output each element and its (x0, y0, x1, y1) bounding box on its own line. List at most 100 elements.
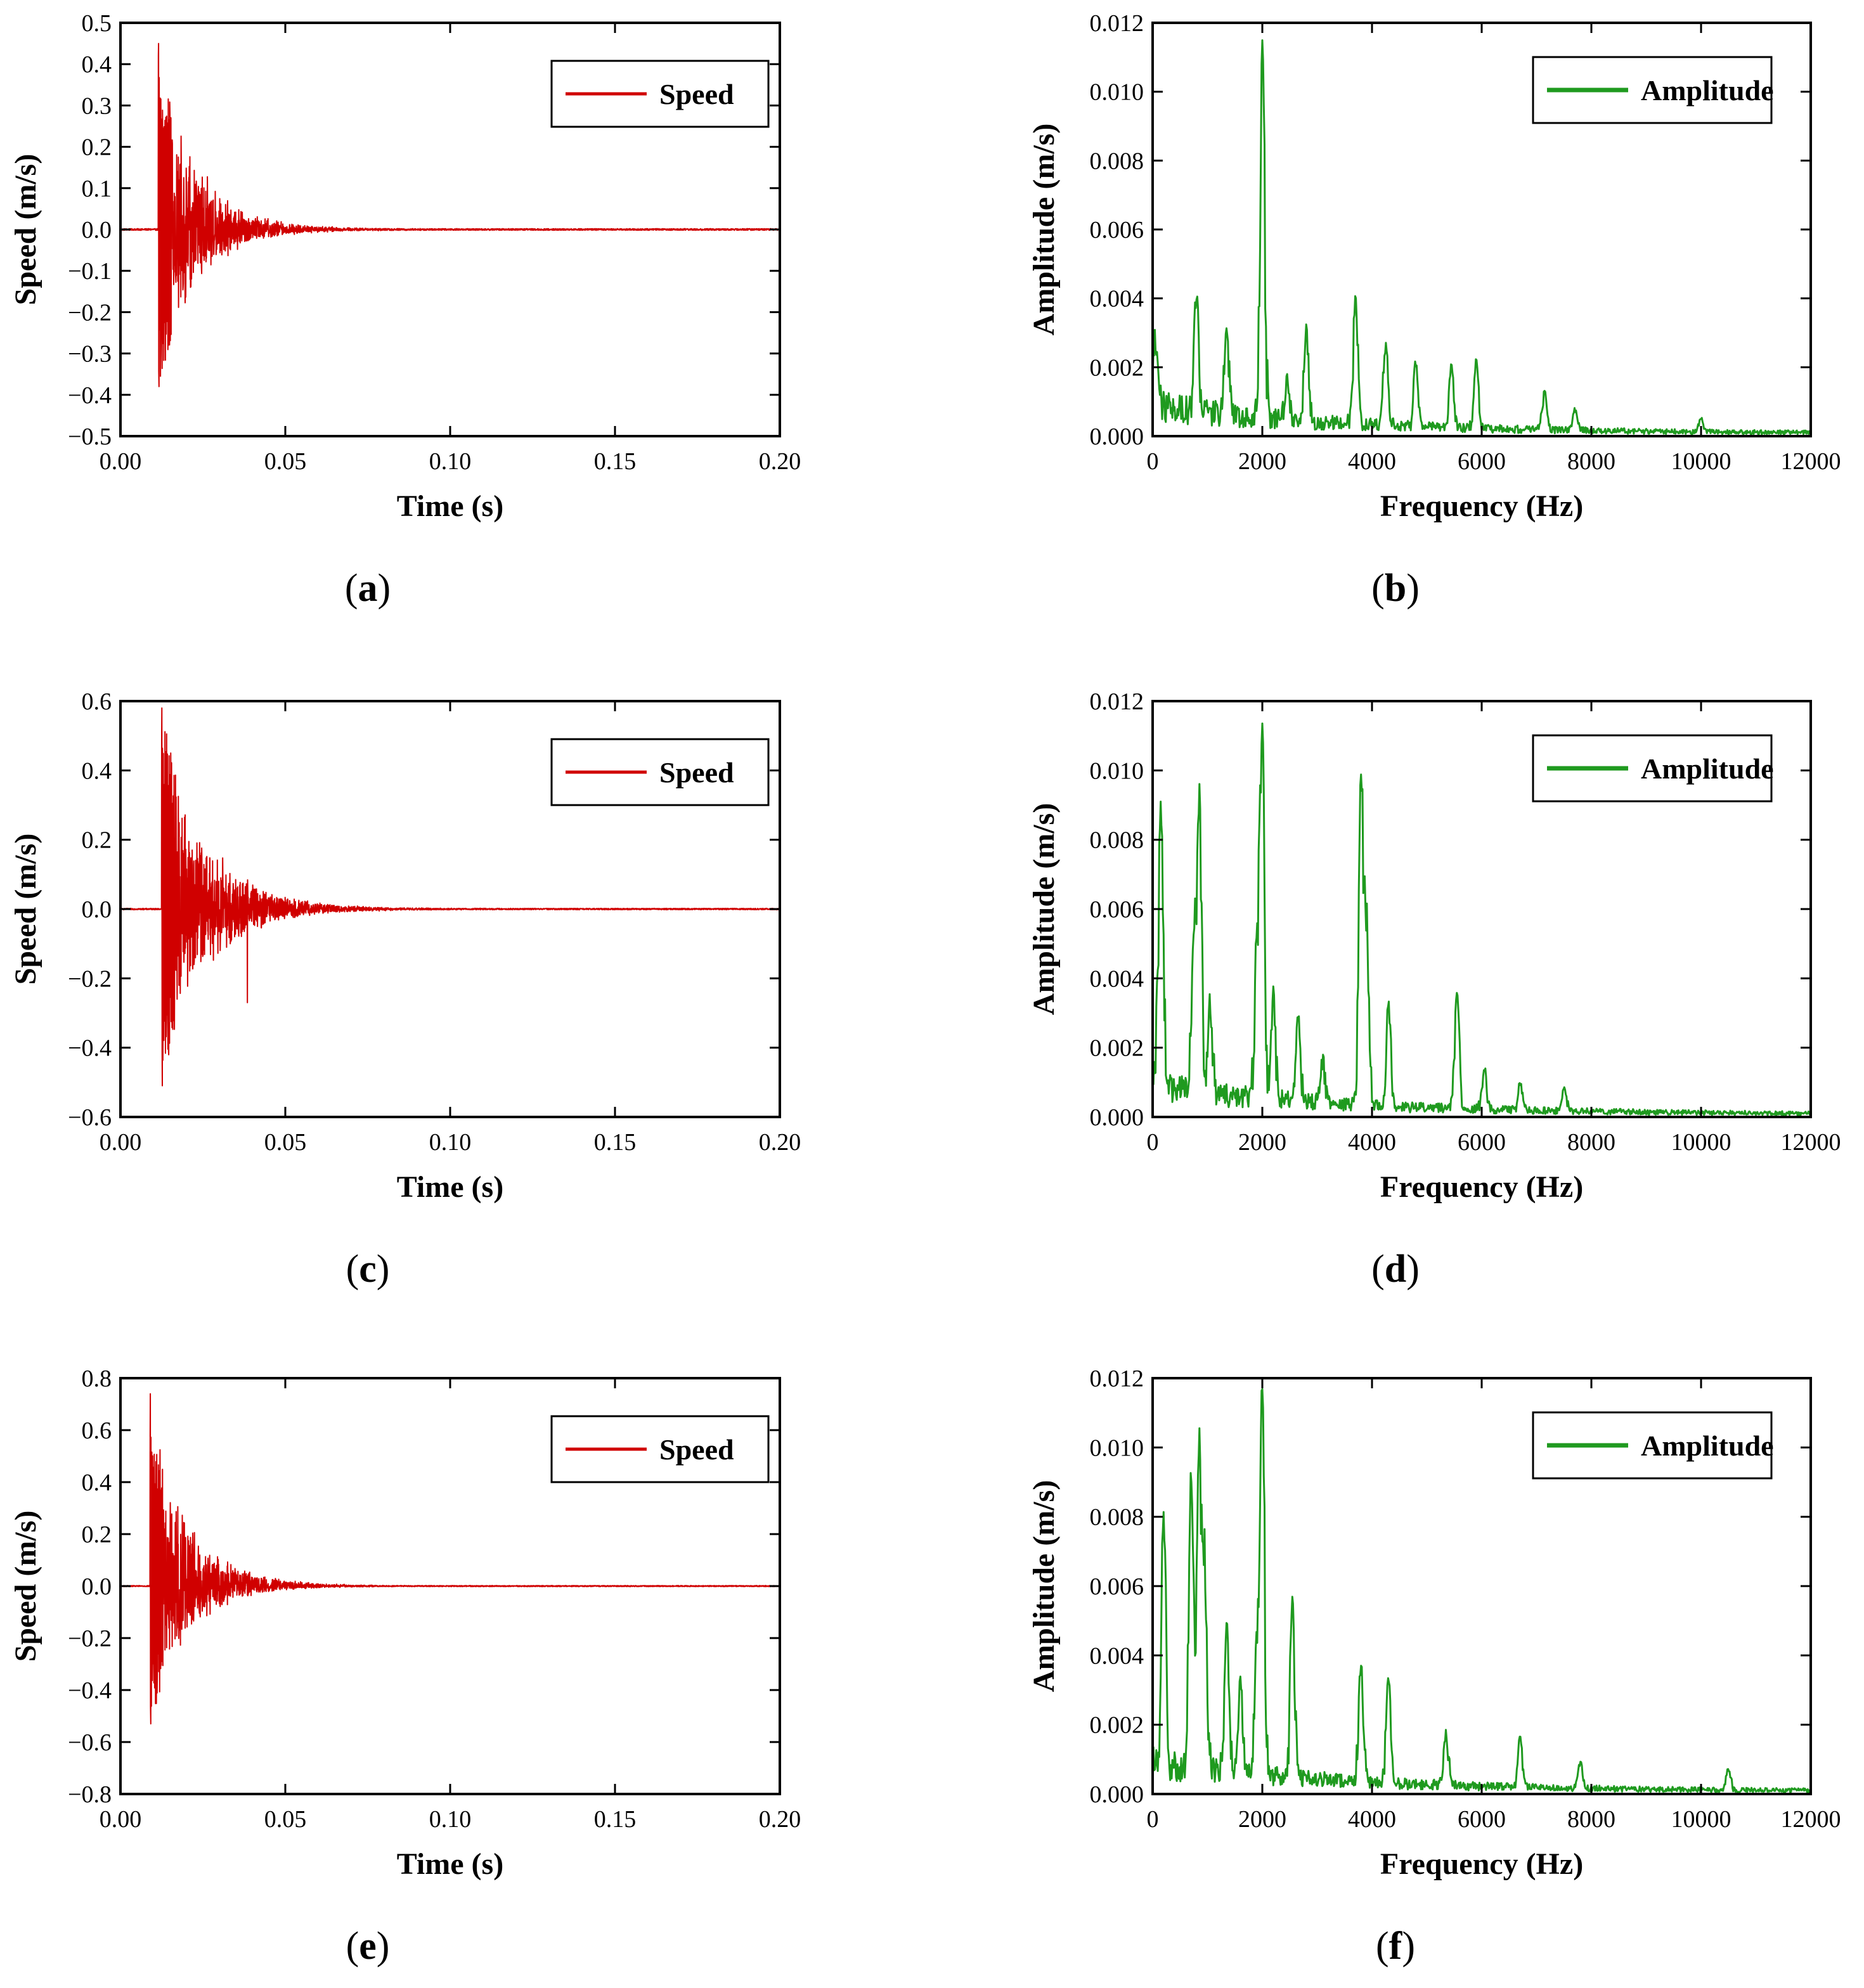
legend: Amplitude (1532, 1411, 1774, 1480)
y-tick-label: 0.6 (82, 688, 112, 715)
y-tick-label: −0.3 (68, 341, 112, 368)
x-axis-title: Time (s) (397, 1170, 503, 1204)
x-axis-title: Time (s) (397, 1847, 503, 1881)
chart-panel-b: 0 2000 4000 6000 8000 10000 12000 0.000 0.002 0.0… (1027, 10, 1841, 610)
legend: Amplitude (1532, 56, 1774, 124)
x-tick-label: 4000 (1348, 1806, 1396, 1833)
y-tick-label: 0.006 (1090, 1573, 1144, 1600)
x-tick-label: 0.10 (429, 1806, 472, 1833)
x-tick-label: 2000 (1238, 1806, 1286, 1833)
x-tick-label: 0.00 (100, 1129, 142, 1156)
y-tick-label: −0.6 (68, 1729, 112, 1756)
y-tick-label: 0.002 (1090, 354, 1144, 381)
y-tick-label: 0.4 (82, 758, 112, 784)
y-tick-label: 0.0 (82, 896, 112, 923)
legend-label: Speed (659, 1433, 734, 1466)
x-tick-label: 4000 (1348, 1129, 1396, 1156)
x-tick-label: 0.00 (100, 448, 142, 475)
x-axis-title: Frequency (Hz) (1380, 1170, 1583, 1204)
y-tick-label: 0.2 (82, 134, 112, 161)
x-tick-label: 12000 (1781, 1806, 1841, 1833)
y-axis-title: Amplitude (m/s) (1027, 1480, 1061, 1693)
y-axis-title: Speed (m/s) (9, 154, 42, 306)
x-tick-label: 12000 (1781, 448, 1841, 475)
y-tick-label: 0.002 (1090, 1035, 1144, 1062)
x-axis-title: Frequency (Hz) (1380, 1847, 1583, 1881)
x-tick-label: 0.15 (594, 1129, 637, 1156)
x-tick-label: 10000 (1671, 1806, 1731, 1833)
legend-label: Amplitude (1641, 74, 1774, 106)
y-tick-label: 0.008 (1090, 148, 1144, 174)
y-tick-label: −0.4 (68, 382, 112, 409)
y-tick-label: −0.2 (68, 299, 112, 326)
y-tick-label: 0.0 (82, 217, 112, 243)
y-axis-title: Speed (m/s) (9, 1511, 42, 1662)
x-tick-label: 0.00 (100, 1806, 142, 1833)
x-tick-label: 10000 (1671, 1129, 1731, 1156)
x-axis-title: Frequency (Hz) (1380, 489, 1583, 523)
speed-series-line (120, 707, 780, 1087)
panel-label: (c) (346, 1248, 390, 1291)
panel-label: (d) (1371, 1248, 1420, 1291)
legend: Amplitude (1532, 734, 1774, 803)
x-tick-label: 0.20 (759, 1806, 801, 1833)
x-tick-label: 8000 (1567, 448, 1615, 475)
y-tick-label: −0.8 (68, 1781, 112, 1808)
y-tick-label: 0.4 (82, 51, 112, 78)
y-tick-label: 0.006 (1090, 217, 1144, 243)
y-tick-label: 0.002 (1090, 1712, 1144, 1739)
y-tick-label: 0.012 (1090, 688, 1144, 715)
x-tick-label: 0.10 (429, 448, 472, 475)
x-tick-label: 10000 (1671, 448, 1731, 475)
y-tick-label: −0.4 (68, 1035, 112, 1062)
legend: Speed (550, 738, 770, 806)
y-tick-label: 0.2 (82, 1521, 112, 1548)
y-tick-label: −0.2 (68, 965, 112, 992)
y-tick-label: 0.010 (1090, 79, 1144, 106)
speed-series-line (120, 1393, 780, 1725)
y-tick-label: 0.012 (1090, 1365, 1144, 1392)
y-tick-label: 0.006 (1090, 896, 1144, 923)
y-tick-label: 0.8 (82, 1365, 112, 1392)
y-tick-label: 0.3 (82, 93, 112, 119)
x-tick-label: 0.10 (429, 1129, 472, 1156)
y-tick-label: 0.010 (1090, 1435, 1144, 1461)
x-axis-title: Time (s) (397, 489, 503, 523)
y-tick-label: −0.6 (68, 1104, 112, 1131)
y-tick-label: 0.5 (82, 10, 112, 37)
chart-panel-f: 0 2000 4000 6000 8000 10000 12000 0.000 0.002 0.0… (1027, 1365, 1841, 1968)
y-tick-label: 0.008 (1090, 1504, 1144, 1531)
legend: Speed (550, 1415, 770, 1483)
x-tick-label: 8000 (1567, 1129, 1615, 1156)
y-axis-title: Amplitude (m/s) (1027, 124, 1061, 336)
chart-panel-e: 0.00 0.05 0.10 0.15 0.20 −0.8 −0.6 −0.4 −0.2 0.0 0… (9, 1365, 801, 1968)
y-tick-label: 0.010 (1090, 758, 1144, 784)
panel-label: (f) (1376, 1925, 1415, 1968)
legend-label: Speed (659, 78, 734, 110)
y-tick-label: 0.6 (82, 1417, 112, 1444)
x-tick-label: 8000 (1567, 1806, 1615, 1833)
x-tick-label: 4000 (1348, 448, 1396, 475)
chart-panel-a: 0.00 0.05 0.10 0.15 0.20 −0.5 −0.4 −0.3 −0.2 −0.1… (9, 10, 801, 610)
speed-series-line (120, 42, 780, 387)
y-tick-label: 0.000 (1090, 423, 1144, 450)
x-tick-label: 2000 (1238, 1129, 1286, 1156)
chart-panel-c: 0.00 0.05 0.10 0.15 0.20 −0.6 −0.4 −0.2 0.0 0.2 0.… (9, 688, 801, 1291)
y-tick-label: 0.0 (82, 1573, 112, 1600)
x-tick-label: 0.05 (264, 448, 307, 475)
x-tick-label: 6000 (1458, 1806, 1506, 1833)
y-tick-label: −0.4 (68, 1677, 112, 1704)
y-tick-label: 0.004 (1090, 1643, 1144, 1669)
x-tick-label: 0.15 (594, 1806, 637, 1833)
x-tick-label: 6000 (1458, 1129, 1506, 1156)
y-tick-label: −0.2 (68, 1625, 112, 1652)
x-tick-label: 2000 (1238, 448, 1286, 475)
y-tick-label: 0.004 (1090, 286, 1144, 313)
y-axis-title: Speed (m/s) (9, 834, 42, 985)
y-tick-label: 0.1 (82, 176, 112, 202)
x-tick-label: 0.15 (594, 448, 637, 475)
chart-panel-d: 0 2000 4000 6000 8000 10000 12000 0.000 0.002 0.0… (1027, 688, 1841, 1291)
y-tick-label: 0.008 (1090, 827, 1144, 854)
x-tick-label: 0.20 (759, 1129, 801, 1156)
